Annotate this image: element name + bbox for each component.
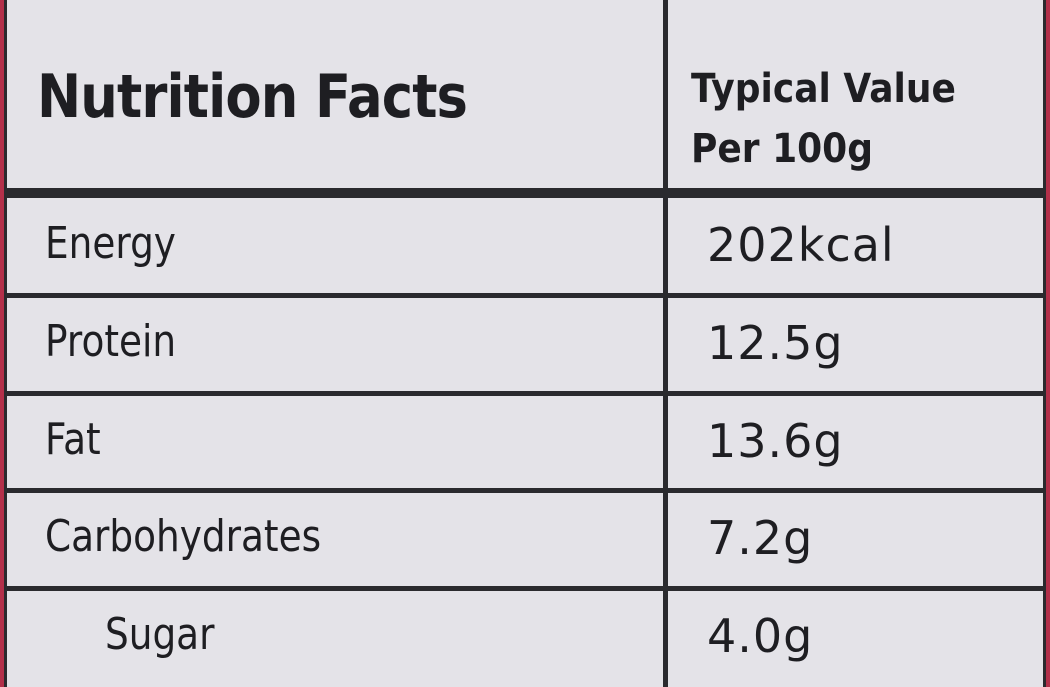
nutrient-value: 12.5g (707, 315, 844, 370)
value-heading: Typical Value (691, 66, 956, 112)
row-rule (7, 488, 1043, 494)
nutrient-value: 202kcal (707, 218, 895, 272)
nutrient-name: Carbohydrates (45, 511, 322, 563)
header-rule (7, 188, 1043, 198)
nutrient-name: Energy (45, 218, 176, 269)
nutrient-name: Sugar (105, 609, 215, 661)
nutrient-name: Fat (45, 413, 101, 465)
value-heading: Per 100g (691, 126, 874, 172)
nutrient-name: Protein (45, 315, 177, 367)
nutrient-value: 13.6g (707, 413, 844, 468)
row-rule (7, 292, 1043, 298)
column-divider (663, 0, 668, 687)
row-rule (7, 390, 1043, 396)
nutrient-value: 7.2g (707, 511, 814, 566)
nutrition-table: Nutrition Facts Typical Value Per 100g E… (4, 0, 1046, 687)
nutrient-value: 4.0g (707, 609, 814, 664)
row-rule (7, 586, 1043, 592)
table-title: Nutrition Facts (37, 62, 468, 132)
